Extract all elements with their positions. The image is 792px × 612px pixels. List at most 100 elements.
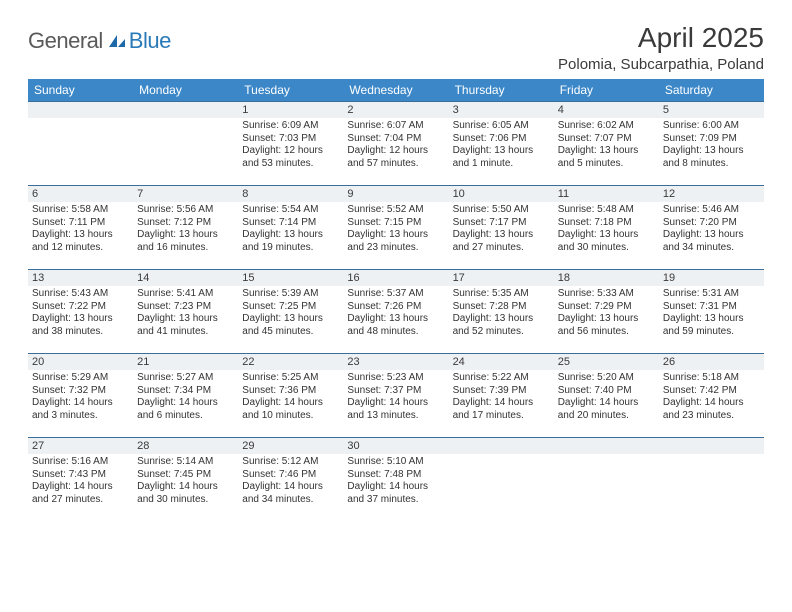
sunrise-line: Sunrise: 6:02 AM	[558, 120, 655, 133]
sunset-line: Sunset: 7:14 PM	[242, 217, 339, 230]
logo-sail-icon	[107, 33, 127, 49]
day-number: 9	[343, 185, 448, 202]
sunrise-line: Sunrise: 5:54 AM	[242, 204, 339, 217]
sunset-line: Sunset: 7:37 PM	[347, 385, 444, 398]
calendar-cell: 14Sunrise: 5:41 AMSunset: 7:23 PMDayligh…	[133, 269, 238, 353]
calendar-cell: 5Sunrise: 6:00 AMSunset: 7:09 PMDaylight…	[659, 101, 764, 185]
day-details: Sunrise: 5:10 AMSunset: 7:48 PMDaylight:…	[347, 456, 444, 506]
day-number: 26	[659, 353, 764, 370]
day-details: Sunrise: 6:00 AMSunset: 7:09 PMDaylight:…	[663, 120, 760, 170]
daylight-line: Daylight: 13 hours and 23 minutes.	[347, 229, 444, 254]
day-number: 10	[449, 185, 554, 202]
day-number: 20	[28, 353, 133, 370]
day-details: Sunrise: 5:27 AMSunset: 7:34 PMDaylight:…	[137, 372, 234, 422]
day-details: Sunrise: 5:29 AMSunset: 7:32 PMDaylight:…	[32, 372, 129, 422]
day-details: Sunrise: 5:31 AMSunset: 7:31 PMDaylight:…	[663, 288, 760, 338]
sunset-line: Sunset: 7:32 PM	[32, 385, 129, 398]
sunset-line: Sunset: 7:43 PM	[32, 469, 129, 482]
sunrise-line: Sunrise: 5:10 AM	[347, 456, 444, 469]
calendar-cell: 7Sunrise: 5:56 AMSunset: 7:12 PMDaylight…	[133, 185, 238, 269]
calendar-cell: 12 Sunrise: 5:46 AMSunset: 7:20 PMDayligh…	[659, 185, 764, 269]
sunset-line: Sunset: 7:36 PM	[242, 385, 339, 398]
day-details: Sunrise: 5:23 AMSunset: 7:37 PMDaylight:…	[347, 372, 444, 422]
calendar-cell: 24Sunrise: 5:22 AMSunset: 7:39 PMDayligh…	[449, 353, 554, 437]
weekday-header: Sunday	[28, 79, 133, 101]
calendar-week-row: 6Sunrise: 5:58 AMSunset: 7:11 PMDaylight…	[28, 185, 764, 269]
day-number: 22	[238, 353, 343, 370]
weekday-header-row: SundayMondayTuesdayWednesdayThursdayFrid…	[28, 79, 764, 101]
calendar-cell: 19Sunrise: 5:31 AMSunset: 7:31 PMDayligh…	[659, 269, 764, 353]
daylight-line: Daylight: 14 hours and 30 minutes.	[137, 481, 234, 506]
daylight-line: Daylight: 12 hours and 57 minutes.	[347, 145, 444, 170]
weekday-header: Friday	[554, 79, 659, 101]
daylight-line: Daylight: 14 hours and 23 minutes.	[663, 397, 760, 422]
day-details: Sunrise: 5:18 AMSunset: 7:42 PMDaylight:…	[663, 372, 760, 422]
daylight-line: Daylight: 13 hours and 30 minutes.	[558, 229, 655, 254]
daylight-line: Daylight: 14 hours and 13 minutes.	[347, 397, 444, 422]
empty-daynum-bar	[28, 101, 133, 118]
empty-daynum-bar	[554, 437, 659, 454]
day-number: 2	[343, 101, 448, 118]
empty-daynum-bar	[133, 101, 238, 118]
sunset-line: Sunset: 7:29 PM	[558, 301, 655, 314]
day-details: Sunrise: 5:41 AMSunset: 7:23 PMDaylight:…	[137, 288, 234, 338]
daylight-line: Daylight: 13 hours and 59 minutes.	[663, 313, 760, 338]
calendar-cell: 25Sunrise: 5:20 AMSunset: 7:40 PMDayligh…	[554, 353, 659, 437]
sunset-line: Sunset: 7:34 PM	[137, 385, 234, 398]
calendar-cell	[659, 437, 764, 521]
day-details: Sunrise: 5:43 AMSunset: 7:22 PMDaylight:…	[32, 288, 129, 338]
sunset-line: Sunset: 7:18 PM	[558, 217, 655, 230]
sunset-line: Sunset: 7:46 PM	[242, 469, 339, 482]
sunrise-line: Sunrise: 6:05 AM	[453, 120, 550, 133]
daylight-line: Daylight: 13 hours and 34 minutes.	[663, 229, 760, 254]
day-details: Sunrise: 6:07 AMSunset: 7:04 PMDaylight:…	[347, 120, 444, 170]
day-number: 21	[133, 353, 238, 370]
calendar-cell: 18Sunrise: 5:33 AMSunset: 7:29 PMDayligh…	[554, 269, 659, 353]
sunset-line: Sunset: 7:23 PM	[137, 301, 234, 314]
day-number: 12	[659, 185, 764, 202]
day-number: 18	[554, 269, 659, 286]
day-details: Sunrise: 5:35 AMSunset: 7:28 PMDaylight:…	[453, 288, 550, 338]
calendar-cell	[28, 101, 133, 185]
sunset-line: Sunset: 7:40 PM	[558, 385, 655, 398]
weekday-header: Wednesday	[343, 79, 448, 101]
sunrise-line: Sunrise: 5:48 AM	[558, 204, 655, 217]
sunset-line: Sunset: 7:06 PM	[453, 133, 550, 146]
day-number: 6	[28, 185, 133, 202]
calendar-cell: 15Sunrise: 5:39 AMSunset: 7:25 PMDayligh…	[238, 269, 343, 353]
empty-daynum-bar	[449, 437, 554, 454]
calendar-cell: 13Sunrise: 5:43 AMSunset: 7:22 PMDayligh…	[28, 269, 133, 353]
calendar-cell: 26 Sunrise: 5:18 AMSunset: 7:42 PMDayligh…	[659, 353, 764, 437]
daylight-line: Daylight: 13 hours and 41 minutes.	[137, 313, 234, 338]
sunset-line: Sunset: 7:12 PM	[137, 217, 234, 230]
sunrise-line: Sunrise: 5:50 AM	[453, 204, 550, 217]
sunrise-line: Sunrise: 5:14 AM	[137, 456, 234, 469]
weekday-header: Tuesday	[238, 79, 343, 101]
sunset-line: Sunset: 7:26 PM	[347, 301, 444, 314]
logo-text-2: Blue	[129, 28, 171, 54]
day-details: Sunrise: 5:12 AMSunset: 7:46 PMDaylight:…	[242, 456, 339, 506]
day-number: 15	[238, 269, 343, 286]
daylight-line: Daylight: 13 hours and 8 minutes.	[663, 145, 760, 170]
empty-daynum-bar	[659, 437, 764, 454]
day-details: Sunrise: 5:14 AMSunset: 7:45 PMDaylight:…	[137, 456, 234, 506]
logo: General Blue	[28, 22, 171, 54]
daylight-line: Daylight: 14 hours and 37 minutes.	[347, 481, 444, 506]
daylight-line: Daylight: 13 hours and 5 minutes.	[558, 145, 655, 170]
sunset-line: Sunset: 7:07 PM	[558, 133, 655, 146]
day-number: 17	[449, 269, 554, 286]
daylight-line: Daylight: 13 hours and 48 minutes.	[347, 313, 444, 338]
daylight-line: Daylight: 14 hours and 34 minutes.	[242, 481, 339, 506]
day-details: Sunrise: 5:52 AMSunset: 7:15 PMDaylight:…	[347, 204, 444, 254]
day-number: 28	[133, 437, 238, 454]
sunset-line: Sunset: 7:15 PM	[347, 217, 444, 230]
sunrise-line: Sunrise: 5:35 AM	[453, 288, 550, 301]
sunset-line: Sunset: 7:17 PM	[453, 217, 550, 230]
daylight-line: Daylight: 13 hours and 27 minutes.	[453, 229, 550, 254]
calendar-cell: 11Sunrise: 5:48 AMSunset: 7:18 PMDayligh…	[554, 185, 659, 269]
day-details: Sunrise: 5:46 AMSunset: 7:20 PMDaylight:…	[663, 204, 760, 254]
sunset-line: Sunset: 7:20 PM	[663, 217, 760, 230]
calendar-cell: 29Sunrise: 5:12 AMSunset: 7:46 PMDayligh…	[238, 437, 343, 521]
sunrise-line: Sunrise: 5:16 AM	[32, 456, 129, 469]
day-details: Sunrise: 6:05 AMSunset: 7:06 PMDaylight:…	[453, 120, 550, 170]
